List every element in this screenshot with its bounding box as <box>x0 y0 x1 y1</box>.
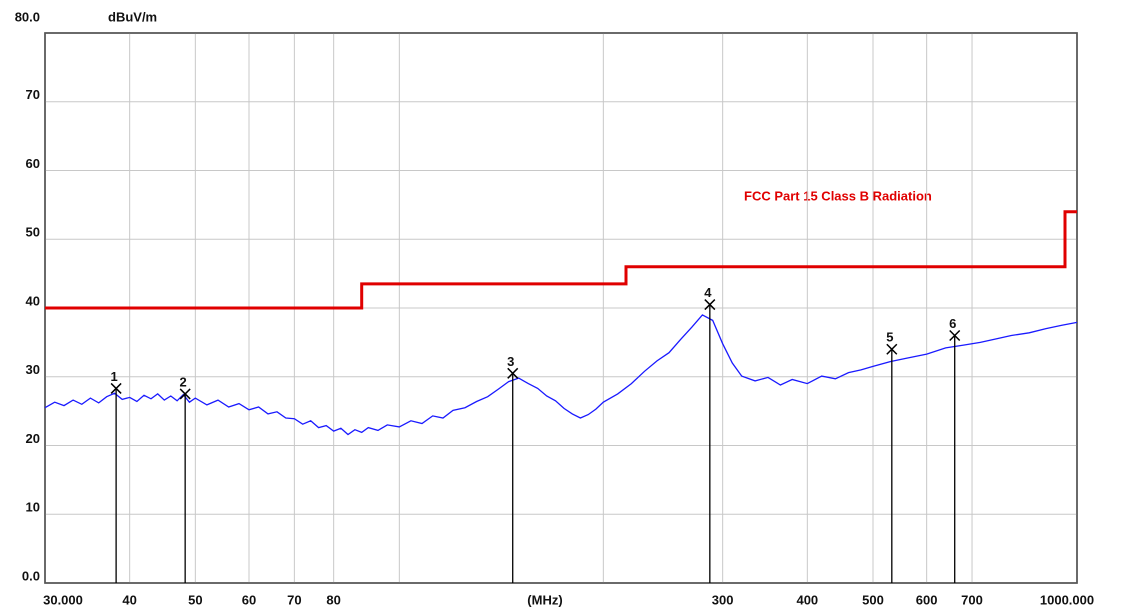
y-tick-label: 50 <box>26 225 40 240</box>
marker-label: 3 <box>507 354 514 369</box>
x-axis-label: (MHz) <box>527 592 562 607</box>
y-tick-label: 80.0 <box>15 9 40 24</box>
y-tick-label: 0.0 <box>22 568 40 583</box>
marker-label: 4 <box>704 285 712 300</box>
y-tick-label: 20 <box>26 431 40 446</box>
x-tick-label: 300 <box>712 592 734 607</box>
x-tick-label: 30.000 <box>43 592 83 607</box>
marker-label: 6 <box>949 316 956 331</box>
marker-symbol <box>886 343 898 355</box>
limit-annotation: FCC Part 15 Class B Radiation <box>744 188 932 203</box>
x-tick-label: 400 <box>796 592 818 607</box>
x-tick-label: 700 <box>961 592 983 607</box>
y-axis-label: dBuV/m <box>108 9 157 24</box>
x-tick-label: 1000.000 <box>1040 592 1094 607</box>
y-tick-label: 40 <box>26 293 40 308</box>
x-tick-label: 40 <box>122 592 136 607</box>
marker-symbol <box>110 382 122 394</box>
marker-label: 2 <box>180 374 187 389</box>
x-tick-label: 80 <box>326 592 340 607</box>
x-tick-label: 70 <box>287 592 301 607</box>
marker-label: 1 <box>110 369 117 384</box>
marker-symbol <box>507 367 519 379</box>
x-tick-label: 600 <box>916 592 938 607</box>
y-tick-label: 10 <box>26 500 40 515</box>
series-line <box>45 210 1077 310</box>
x-tick-label: 60 <box>242 592 256 607</box>
y-tick-label: 30 <box>26 362 40 377</box>
x-tick-label: 500 <box>862 592 884 607</box>
marker-symbol <box>179 388 191 400</box>
y-tick-label: 70 <box>26 87 40 102</box>
marker-symbol <box>704 299 716 311</box>
y-tick-label: 60 <box>26 156 40 171</box>
series-line <box>44 314 1078 436</box>
marker-label: 5 <box>886 330 893 345</box>
marker-symbol <box>949 329 961 342</box>
x-tick-label: 50 <box>188 592 202 607</box>
